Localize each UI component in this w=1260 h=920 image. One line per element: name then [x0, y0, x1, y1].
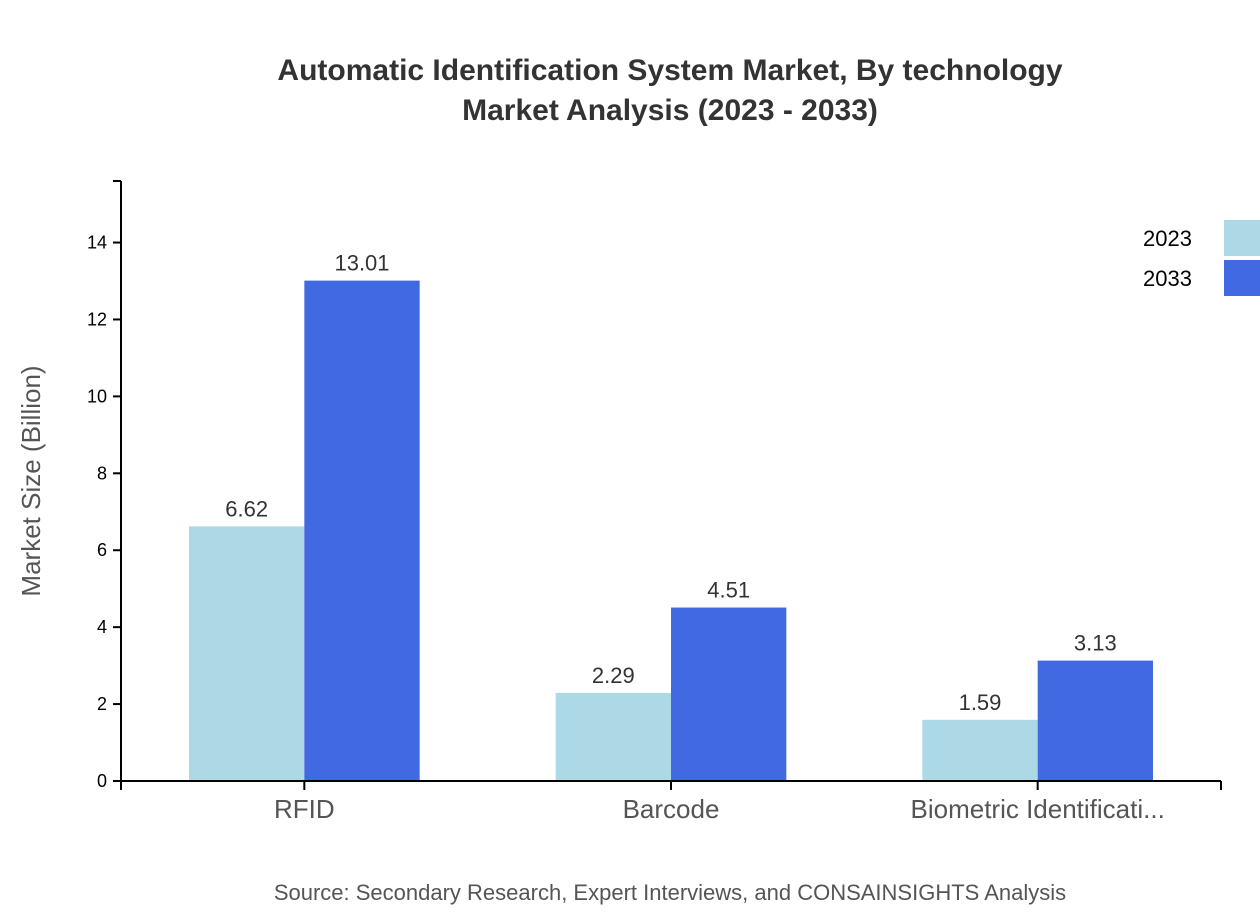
y-axis-label: Market Size (Billion) [16, 365, 46, 596]
bars-group: 6.62 13.01 2.29 4.51 1.59 3.13 [189, 251, 1153, 781]
data-label: 13.01 [334, 251, 389, 276]
data-label: 1.59 [959, 690, 1002, 715]
legend: 2023 2033 [1143, 220, 1260, 296]
bar-2023-Biometric Identificati... [922, 719, 1038, 781]
source-note: Source: Secondary Research, Expert Inter… [274, 880, 1066, 905]
data-label: 2.29 [592, 663, 635, 688]
legend-label-2033: 2033 [1143, 266, 1192, 291]
chart-title-line-2: Market Analysis (2023 - 2033) [462, 94, 878, 127]
bar-2033-RFID [304, 280, 420, 781]
chart-title-line-1: Automatic Identification System Market, … [277, 54, 1062, 87]
x-tick-label: RFID [274, 794, 335, 824]
y-tick-label: 2 [97, 694, 107, 714]
y-tick-label: 10 [87, 386, 107, 406]
data-label: 3.13 [1074, 631, 1117, 656]
data-label: 4.51 [707, 578, 750, 603]
bar-2023-RFID [189, 526, 305, 781]
legend-label-2023: 2023 [1143, 226, 1192, 251]
y-tick-label: 4 [97, 617, 107, 637]
y-tick-label: 8 [97, 463, 107, 483]
y-tick-label: 14 [87, 233, 107, 253]
data-label: 6.62 [225, 496, 268, 521]
x-tick-label: Barcode [623, 794, 720, 824]
legend-swatch-2023 [1224, 220, 1260, 256]
y-tick-label: 12 [87, 309, 107, 329]
y-tick-label: 0 [97, 771, 107, 791]
bar-2023-Barcode [555, 692, 671, 781]
legend-swatch-2033 [1224, 260, 1260, 296]
y-tick-label: 6 [97, 540, 107, 560]
bar-2033-Barcode [671, 607, 787, 781]
bar-2033-Biometric Identificati... [1037, 660, 1153, 781]
axes-group: 0 2 4 6 8 10 12 14 RFID Barcode Biometric Identifi… [87, 180, 1222, 824]
x-tick-label: Biometric Identificati... [911, 794, 1165, 824]
